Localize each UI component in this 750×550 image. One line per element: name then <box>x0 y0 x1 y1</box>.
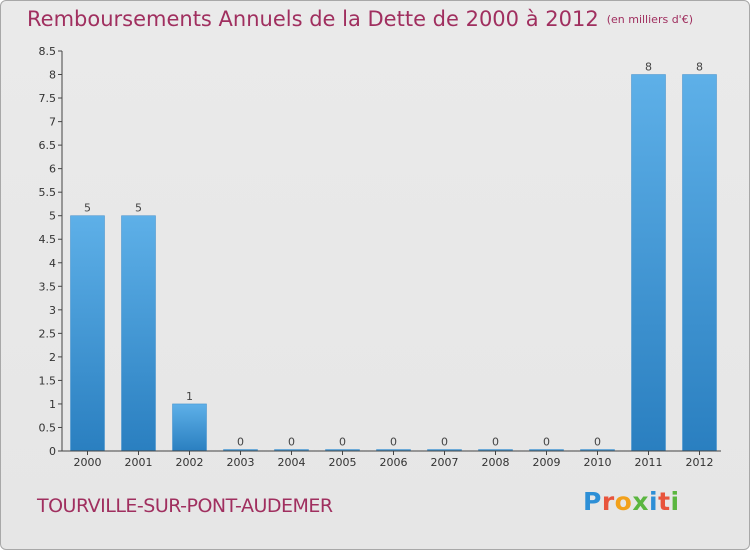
y-tick-label: 6.5 <box>39 139 57 152</box>
y-tick-label: 2.5 <box>39 327 57 340</box>
x-tick-label: 2005 <box>329 456 357 469</box>
y-tick-label: 8.5 <box>39 45 57 58</box>
logo-letter: t <box>658 487 671 516</box>
y-tick-label: 4.5 <box>39 233 57 246</box>
bar <box>121 215 156 452</box>
bar-value-label: 5 <box>135 202 142 215</box>
x-tick-label: 2002 <box>176 456 204 469</box>
chart-title: Remboursements Annuels de la Dette de 20… <box>27 7 693 31</box>
chart-title-text: Remboursements Annuels de la Dette de 20… <box>27 7 599 31</box>
bar-value-label: 5 <box>84 202 91 215</box>
y-tick-label: 4 <box>49 257 56 270</box>
x-tick-label: 2008 <box>482 456 510 469</box>
x-tick-label: 2011 <box>635 456 663 469</box>
logo-letter: P <box>583 487 602 516</box>
bar-value-label: 8 <box>696 61 703 74</box>
x-tick-label: 2006 <box>380 456 408 469</box>
bar-value-label: 0 <box>288 436 295 449</box>
y-tick-label: 6 <box>49 163 56 176</box>
y-tick-label: 7.5 <box>39 92 57 105</box>
bar-value-label: 0 <box>594 436 601 449</box>
proxiti-logo: Proxiti <box>583 487 680 516</box>
x-tick-label: 2001 <box>125 456 153 469</box>
x-tick-label: 2009 <box>533 456 561 469</box>
y-tick-label: 7 <box>49 116 56 129</box>
bar <box>682 74 717 452</box>
bar-value-label: 0 <box>492 436 499 449</box>
x-tick-label: 2007 <box>431 456 459 469</box>
bar-value-label: 1 <box>186 390 193 403</box>
logo-letter: x <box>632 487 649 516</box>
bar-value-label: 0 <box>237 436 244 449</box>
y-tick-label: 5.5 <box>39 186 57 199</box>
x-tick-label: 2010 <box>584 456 612 469</box>
x-tick-label: 2004 <box>278 456 306 469</box>
bar-value-label: 8 <box>645 61 652 74</box>
bar-value-label: 0 <box>390 436 397 449</box>
y-tick-label: 8 <box>49 69 56 82</box>
x-axis: 2000 2001 2002 2003 2004 2005 2006 2007 2008 2009… <box>62 450 721 469</box>
x-tick-label: 2000 <box>74 456 102 469</box>
y-axis: 0 0.5 1 1.5 2 2.5 3 3.5 4 4.5 5 5.5 6 6.5 7 7.5 8 8.5 <box>39 45 63 458</box>
bar-value-label: 0 <box>441 436 448 449</box>
x-tick-label: 2003 <box>227 456 255 469</box>
y-tick-label: 3 <box>49 304 56 317</box>
y-tick-label: 1.5 <box>39 374 57 387</box>
y-tick-label: 2 <box>49 351 56 364</box>
place-name: TOURVILLE-SUR-PONT-AUDEMER <box>37 495 333 517</box>
y-tick-label: 5 <box>49 210 56 223</box>
y-tick-label: 3.5 <box>39 280 57 293</box>
bar-value-label: 0 <box>339 436 346 449</box>
y-tick-label: 0 <box>49 445 56 458</box>
x-tick-label: 2012 <box>686 456 714 469</box>
logo-letter: r <box>601 487 615 516</box>
y-tick-label: 0.5 <box>39 421 57 434</box>
bars: 5 5 1 0 0 0 0 0 0 0 0 8 8 <box>70 61 717 452</box>
bar <box>631 74 666 452</box>
logo-letter: o <box>614 487 633 516</box>
y-tick-label: 1 <box>49 398 56 411</box>
bar <box>70 215 105 452</box>
bar-value-label: 0 <box>543 436 550 449</box>
logo-letter: i <box>670 487 680 516</box>
chart-subtitle: (en milliers d'€) <box>606 13 693 26</box>
bar <box>172 403 207 452</box>
logo-letter: i <box>649 487 659 516</box>
